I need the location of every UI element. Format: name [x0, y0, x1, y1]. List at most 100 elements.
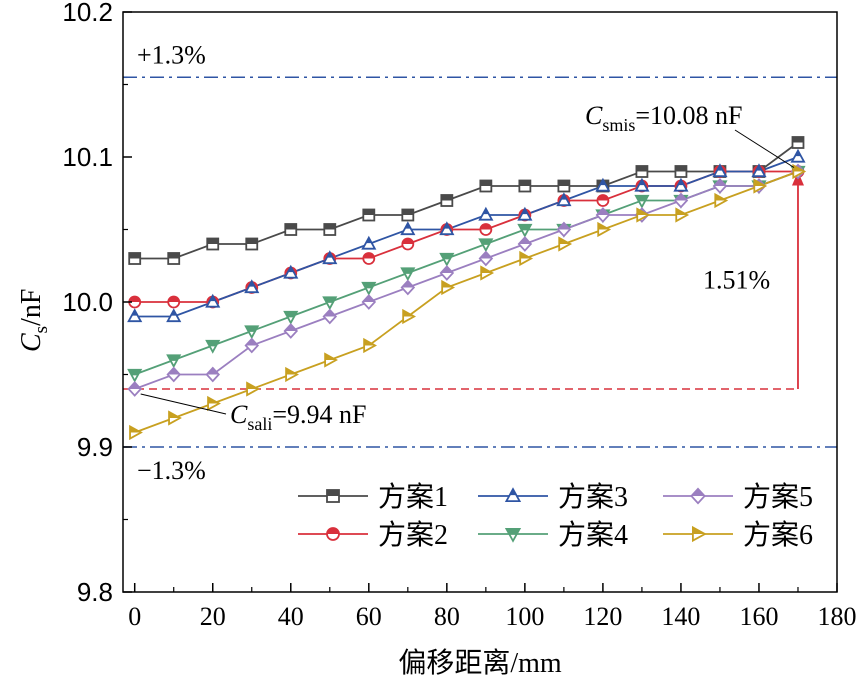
upper-bound-label: +1.3% — [137, 40, 206, 69]
data-point-half — [598, 223, 610, 230]
legend-swatch-marker-half — [691, 488, 705, 496]
legend-item: 方案6 — [663, 519, 813, 551]
y-axis-subscript: s — [31, 326, 52, 333]
x-tick-label: 180 — [818, 602, 857, 631]
data-point-half — [365, 237, 372, 244]
series-6 — [134, 170, 799, 434]
series-line — [134, 170, 799, 390]
c-sali-subscript: sali — [247, 414, 272, 434]
data-point-half — [363, 209, 375, 215]
data-point-half — [481, 266, 493, 273]
data-point-half — [713, 179, 727, 186]
data-point-half — [519, 180, 531, 186]
series-2 — [134, 170, 798, 303]
series-layer — [127, 136, 807, 441]
y-tick-label: 9.9 — [77, 432, 113, 462]
series-3 — [134, 156, 799, 318]
data-point-half — [560, 194, 567, 200]
y-tick-label: 10.1 — [62, 142, 113, 172]
data-point-fill — [167, 355, 180, 361]
data-point-half — [326, 252, 333, 258]
legend-label: 方案6 — [743, 519, 813, 551]
series-line — [134, 141, 799, 260]
data-point-half — [128, 382, 141, 389]
data-point-half — [285, 224, 297, 230]
c-sali-annotation: Csali=9.94 nF — [230, 400, 366, 434]
data-point-fill — [284, 311, 297, 318]
series-line — [134, 170, 799, 376]
data-point-half — [559, 237, 571, 244]
data-point-half — [674, 193, 687, 201]
data-point-half — [755, 165, 762, 171]
data-point-half — [480, 180, 492, 186]
y-tick-label: 10.2 — [62, 0, 113, 27]
data-point-half — [129, 253, 141, 259]
data-point-half — [479, 251, 492, 259]
data-point-half — [168, 296, 180, 302]
series-5 — [134, 170, 799, 390]
legend: 方案1 方案2 方案3 方案4 方案5 方案6 — [298, 481, 813, 551]
data-point-half — [403, 310, 415, 317]
data-point-half — [363, 253, 375, 259]
legend-swatch-marker-fill — [506, 528, 520, 535]
data-point-half — [246, 238, 258, 244]
series-3-markers — [127, 148, 806, 323]
legend-item: 方案2 — [298, 519, 448, 551]
data-point-half — [168, 253, 180, 259]
data-point-fill — [128, 369, 141, 376]
data-point-half — [794, 150, 802, 157]
data-point-half — [557, 222, 570, 230]
data-point-half — [716, 165, 723, 171]
axes: 0 20 40 60 80 100 120 140 160 180 9.8 9.9 10.0 10.1 10… — [62, 0, 856, 631]
legend-item: 方案1 — [298, 481, 448, 513]
data-point-half — [404, 223, 411, 229]
data-point-half — [207, 238, 219, 244]
reference-lines — [123, 76, 837, 448]
series-line — [134, 170, 798, 303]
data-point-half — [520, 252, 532, 259]
data-point-half — [286, 368, 298, 375]
series-6-markers — [129, 163, 807, 441]
data-point-half — [441, 195, 453, 201]
annotation-lines — [123, 171, 804, 390]
c-smis-symbol: C — [585, 101, 603, 130]
data-point-half — [402, 238, 414, 244]
data-point-half — [440, 266, 453, 273]
data-point-half — [324, 224, 336, 230]
c-smis-leader — [734, 129, 795, 168]
data-point-half — [442, 281, 454, 288]
data-point-fill — [245, 326, 258, 332]
c-smis-value: =10.08 nF — [635, 101, 742, 130]
series-1-markers — [128, 136, 805, 265]
legend-label: 方案1 — [378, 481, 448, 513]
data-point-half — [206, 367, 219, 375]
data-point-fill — [440, 253, 453, 260]
y-tick-label: 10.0 — [62, 287, 113, 317]
data-point-half — [323, 309, 336, 317]
data-point-half — [169, 411, 181, 418]
data-point-half — [247, 382, 259, 389]
legend-label: 方案3 — [558, 481, 628, 513]
data-point-half — [596, 208, 609, 215]
data-point-half — [362, 295, 375, 302]
data-point-half — [521, 208, 528, 215]
data-point-half — [636, 166, 648, 172]
data-point-fill — [323, 297, 336, 303]
data-point-half — [130, 426, 142, 433]
data-point-half — [793, 165, 805, 172]
data-point-half — [325, 353, 337, 360]
data-point-half — [208, 397, 220, 404]
data-point-half — [167, 367, 180, 375]
legend-swatch-marker-half — [692, 527, 705, 534]
plot-frame — [122, 11, 838, 593]
data-point-fill — [401, 268, 414, 274]
legend-item: 方案4 — [478, 519, 628, 551]
data-point-half — [131, 310, 138, 316]
c-sali-value: =9.94 nF — [272, 400, 366, 429]
data-point-half — [402, 209, 414, 215]
c-smis-subscript: smis — [602, 115, 635, 135]
data-point-half — [129, 296, 141, 302]
data-point-half — [480, 224, 492, 230]
data-point-half — [364, 339, 376, 346]
data-point-half — [792, 137, 804, 143]
